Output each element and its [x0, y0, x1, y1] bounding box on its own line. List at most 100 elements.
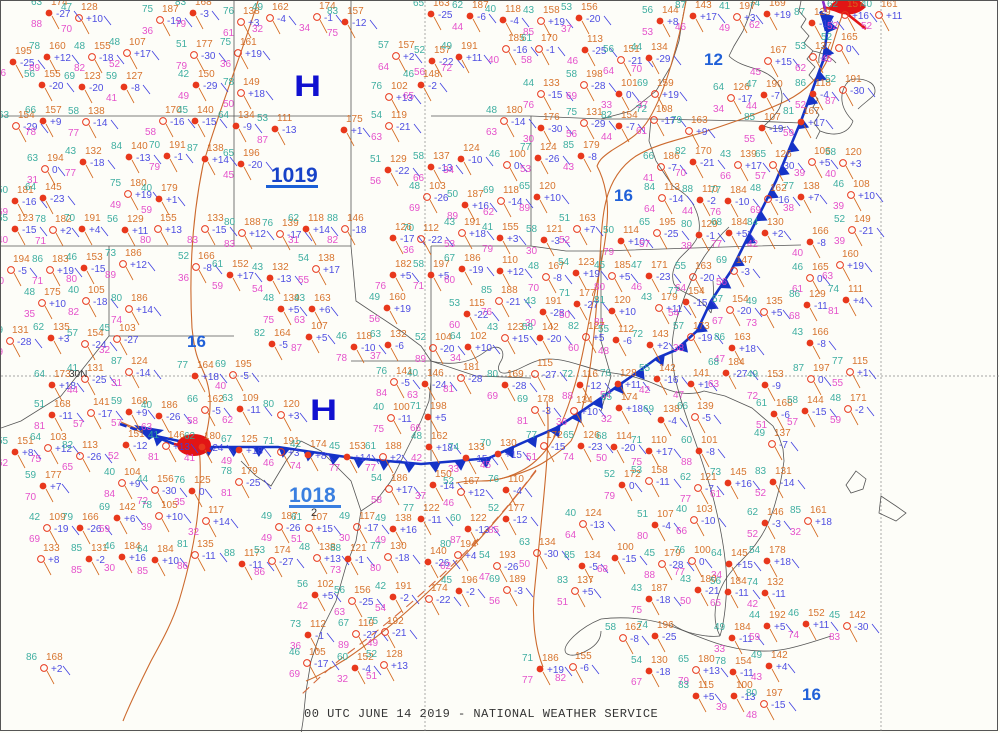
svg-text:-23: -23 [656, 272, 671, 283]
svg-text:67: 67 [221, 434, 233, 445]
svg-text:193: 193 [499, 550, 516, 561]
svg-text:44: 44 [523, 78, 535, 89]
svg-text:132: 132 [390, 329, 407, 340]
svg-text:83: 83 [224, 239, 236, 250]
svg-text:+12: +12 [507, 267, 524, 278]
svg-text:86: 86 [795, 78, 807, 89]
svg-text:78: 78 [141, 500, 153, 511]
svg-text:80: 80 [637, 531, 649, 542]
svg-text:-16: -16 [170, 117, 185, 128]
svg-text:77: 77 [68, 128, 80, 139]
svg-text:+13: +13 [324, 554, 341, 565]
svg-text:146: 146 [168, 430, 185, 441]
svg-text:110: 110 [502, 255, 518, 266]
svg-text:57: 57 [673, 321, 685, 332]
svg-text:168: 168 [46, 652, 63, 663]
svg-text:54: 54 [298, 253, 310, 264]
svg-text:80: 80 [263, 399, 275, 410]
svg-text:-30: -30 [544, 549, 559, 560]
svg-text:82: 82 [675, 146, 687, 157]
svg-text:58: 58 [371, 495, 383, 506]
svg-text:42: 42 [747, 599, 759, 610]
svg-text:118: 118 [503, 185, 519, 196]
svg-text:+2: +2 [657, 341, 669, 352]
svg-text:+13: +13 [703, 666, 720, 677]
svg-text:-5: -5 [240, 371, 249, 382]
svg-text:+5: +5 [771, 308, 783, 319]
svg-text:130: 130 [500, 438, 517, 449]
svg-text:-14: -14 [93, 118, 108, 129]
svg-text:62: 62 [33, 322, 45, 333]
svg-text:40: 40 [141, 183, 153, 194]
svg-text:+5: +5 [316, 333, 328, 344]
svg-text:64: 64 [34, 369, 46, 380]
svg-text:77: 77 [403, 503, 415, 514]
svg-text:-15: -15 [22, 225, 37, 236]
svg-text:64: 64 [218, 110, 230, 121]
svg-text:-19: -19 [769, 124, 784, 135]
svg-text:-11: -11 [772, 589, 786, 600]
svg-text:56: 56 [107, 214, 119, 225]
svg-text:64: 64 [603, 66, 615, 77]
svg-text:+7: +7 [584, 225, 596, 236]
svg-text:43: 43 [563, 162, 575, 173]
svg-text:-7: -7 [771, 91, 780, 102]
svg-text:-23: -23 [588, 442, 603, 453]
svg-text:43: 43 [294, 293, 306, 304]
svg-text:74: 74 [563, 452, 575, 463]
svg-text:71: 71 [522, 653, 534, 664]
svg-text:+13: +13 [391, 661, 408, 672]
svg-text:121: 121 [546, 224, 563, 235]
svg-text:88: 88 [644, 570, 656, 581]
svg-text:44: 44 [749, 610, 761, 621]
svg-text:62: 62 [288, 213, 300, 224]
svg-text:44: 44 [746, 101, 758, 112]
svg-text:108: 108 [853, 179, 870, 190]
svg-text:30: 30 [104, 563, 116, 574]
svg-text:198: 198 [430, 401, 447, 412]
svg-text:46: 46 [403, 69, 415, 80]
svg-text:-16: -16 [22, 197, 37, 208]
svg-text:149: 149 [243, 77, 260, 88]
svg-text:69: 69 [566, 91, 578, 102]
svg-text:103: 103 [429, 181, 446, 192]
svg-text:48: 48 [746, 710, 758, 721]
svg-text:-2: -2 [855, 405, 864, 416]
svg-text:145: 145 [730, 467, 747, 478]
svg-text:+12: +12 [468, 488, 485, 499]
svg-text:+18: +18 [815, 517, 832, 528]
svg-text:56: 56 [710, 576, 722, 587]
svg-text:157: 157 [398, 40, 415, 51]
svg-text:133: 133 [207, 213, 224, 224]
svg-text:50: 50 [447, 189, 459, 200]
svg-text:46: 46 [567, 56, 579, 67]
svg-text:+19: +19 [662, 90, 679, 101]
svg-text:101: 101 [621, 78, 638, 89]
svg-text:107: 107 [129, 37, 146, 48]
svg-text:+9: +9 [50, 117, 62, 128]
svg-text:-28: -28 [468, 374, 483, 385]
svg-text:73: 73 [290, 619, 302, 630]
svg-text:154: 154 [688, 286, 705, 297]
svg-text:59: 59 [111, 396, 123, 407]
svg-text:-3: -3 [200, 9, 209, 20]
svg-text:68: 68 [708, 357, 720, 368]
svg-text:-29: -29 [203, 81, 218, 92]
svg-text:105: 105 [88, 285, 105, 296]
svg-text:115: 115 [852, 356, 868, 367]
svg-text:75: 75 [373, 424, 385, 435]
svg-text:82: 82 [254, 328, 266, 339]
svg-text:+10: +10 [475, 343, 492, 354]
svg-text:45: 45 [177, 105, 189, 116]
svg-text:75: 75 [327, 28, 339, 39]
svg-text:52: 52 [108, 451, 120, 462]
svg-text:-8: -8 [817, 339, 826, 350]
svg-text:132: 132 [767, 577, 784, 588]
svg-text:+5: +5 [582, 587, 594, 598]
svg-text:134: 134 [238, 110, 255, 121]
svg-text:53: 53 [257, 113, 269, 124]
svg-text:51: 51 [176, 39, 188, 50]
svg-text:+11: +11 [466, 53, 483, 64]
svg-text:81: 81 [177, 539, 189, 550]
svg-text:59: 59 [749, 632, 761, 643]
